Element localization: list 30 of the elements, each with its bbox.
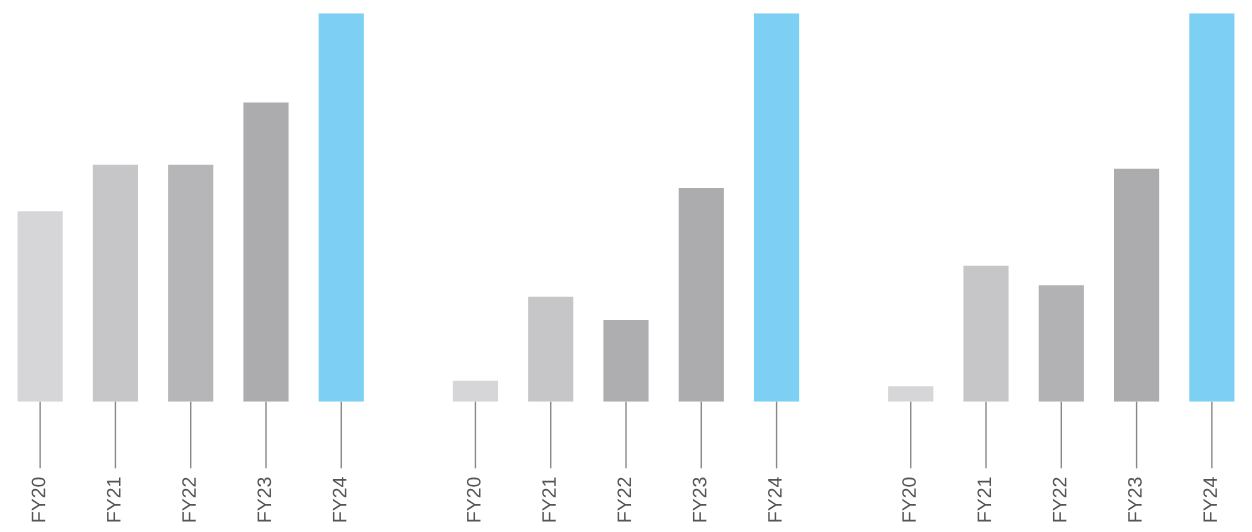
x-tick-label: FY22 [182,477,196,522]
x-tick-label: FY21 [977,477,992,522]
x-tick-label: FY20 [902,477,916,522]
bar [452,380,499,402]
bar [168,164,214,402]
bar [243,102,289,402]
bar [888,386,934,402]
x-tick-label: FY22 [617,477,632,522]
bar [678,188,724,402]
x-tick-label: FY23 [257,477,272,522]
bar [17,211,63,402]
bar [1113,168,1160,402]
x-tick-label: FY23 [692,477,707,522]
x-tick-label: FY20 [466,477,481,522]
bar [1038,285,1084,402]
bar [963,265,1009,402]
bar [753,13,800,402]
x-tick-label: FY24 [332,477,347,522]
bar [92,164,139,402]
bar [1189,13,1235,402]
bar [528,296,574,402]
bar [318,13,364,402]
bar [603,320,649,402]
x-tick-label: FY23 [1128,477,1142,522]
x-tick-label: FY20 [31,477,46,522]
x-tick-label: FY22 [1052,477,1067,522]
x-tick-label: FY24 [768,477,782,522]
x-tick-label: FY21 [542,477,556,522]
x-tick-label: FY21 [106,477,121,522]
x-tick-label: FY24 [1203,477,1217,522]
